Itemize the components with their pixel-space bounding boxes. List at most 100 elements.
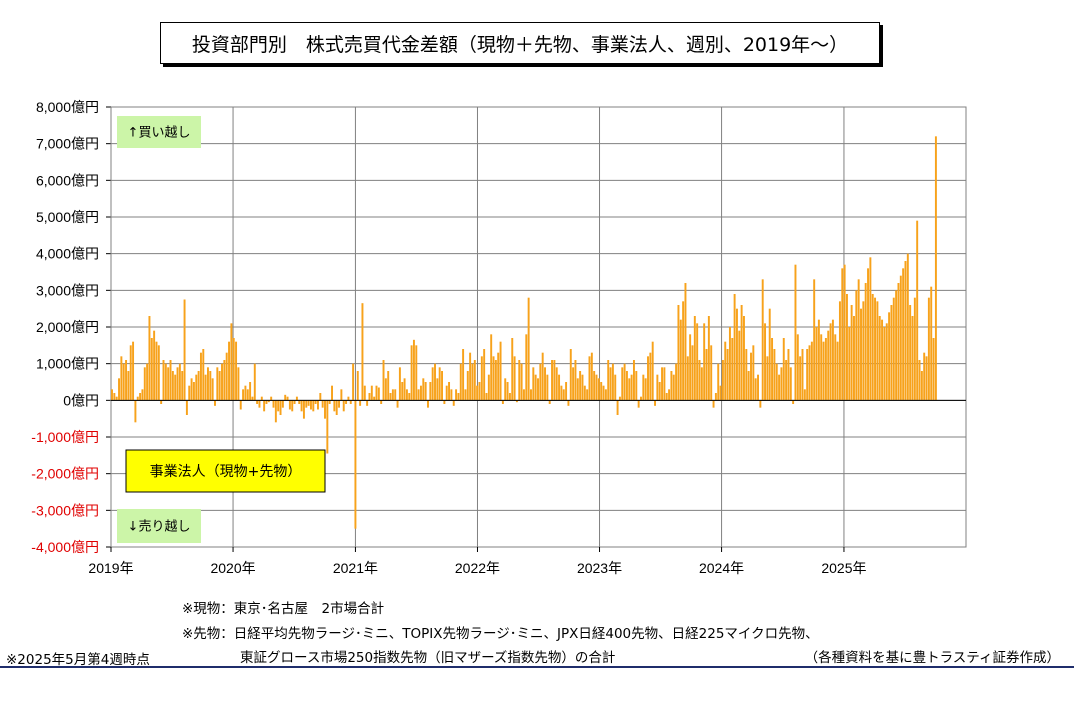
bar [766, 356, 769, 401]
bar [689, 334, 692, 401]
bar [913, 297, 916, 401]
bar [698, 360, 701, 401]
y-tick-label: 2,000億円 [36, 319, 99, 335]
bar [302, 400, 305, 419]
bar [686, 356, 689, 401]
bar [501, 400, 504, 404]
bar [410, 345, 413, 401]
bar [120, 356, 123, 401]
bar [129, 345, 132, 401]
bar [836, 341, 839, 401]
bar [853, 316, 855, 401]
bar [658, 382, 661, 401]
bar [155, 341, 158, 401]
bar [483, 349, 486, 401]
bar [373, 396, 376, 401]
buy-annotation-text: ↑買い越し [128, 126, 191, 141]
bar [616, 400, 619, 415]
bar [647, 356, 649, 401]
bar [544, 367, 546, 401]
bar [850, 305, 853, 401]
bar [663, 367, 666, 401]
bar [370, 385, 373, 401]
bar [396, 400, 399, 408]
bar [787, 349, 790, 401]
bar [171, 371, 174, 401]
bar [387, 371, 390, 401]
bar [258, 400, 261, 408]
bar [113, 393, 116, 401]
bar [717, 363, 720, 401]
bar [136, 396, 139, 401]
bar [541, 352, 544, 401]
bar [588, 356, 591, 401]
bar [445, 385, 448, 401]
bar [181, 371, 184, 401]
bar [600, 382, 603, 401]
bar [565, 382, 568, 401]
bar [300, 400, 303, 412]
bar [920, 371, 923, 401]
bar [827, 330, 830, 401]
bar [199, 352, 202, 401]
bar [581, 374, 584, 401]
bar [845, 294, 848, 401]
bar [361, 303, 364, 401]
bar [906, 253, 909, 401]
bar [668, 389, 671, 401]
bar [539, 363, 542, 401]
bar [595, 374, 598, 401]
bar [632, 360, 635, 401]
bar [661, 367, 664, 401]
bar [593, 371, 596, 401]
bar [899, 275, 902, 401]
bar [288, 400, 291, 410]
bar [223, 360, 226, 401]
bar [876, 301, 879, 401]
bar [721, 360, 724, 401]
bar [326, 400, 329, 454]
series-label [125, 449, 326, 493]
bar [642, 374, 645, 401]
bar [918, 360, 921, 401]
bar [871, 294, 874, 401]
bar [522, 389, 525, 401]
bar [740, 305, 743, 401]
bar [377, 387, 380, 401]
bar [368, 393, 371, 401]
bar [916, 220, 919, 401]
bar [590, 352, 593, 401]
bar [167, 367, 170, 401]
bar [672, 374, 675, 401]
bar [515, 400, 518, 403]
bar [246, 389, 249, 401]
bar [602, 385, 605, 401]
note-as-of: ※2025年5月第4週時点 [6, 652, 150, 668]
bar [225, 352, 228, 401]
bar [431, 367, 434, 401]
bar [424, 382, 427, 401]
bar [415, 345, 418, 401]
y-tick-label: 1,000億円 [36, 356, 99, 372]
bar [651, 341, 654, 401]
bar [174, 374, 177, 401]
bar [824, 338, 827, 401]
bar [363, 385, 366, 401]
bar [150, 338, 153, 401]
bar [728, 327, 731, 401]
bar [719, 385, 722, 401]
bar [305, 400, 308, 408]
bar [490, 334, 493, 401]
bar [614, 374, 617, 401]
bar [733, 294, 736, 401]
bar [785, 360, 788, 401]
bar [895, 290, 898, 401]
bar [618, 396, 621, 401]
bar [485, 393, 488, 401]
bar [178, 363, 181, 401]
y-tick-label: 7,000億円 [36, 136, 99, 152]
bar [340, 389, 343, 401]
bar [328, 400, 331, 404]
bar [251, 396, 254, 401]
bar [134, 400, 137, 423]
